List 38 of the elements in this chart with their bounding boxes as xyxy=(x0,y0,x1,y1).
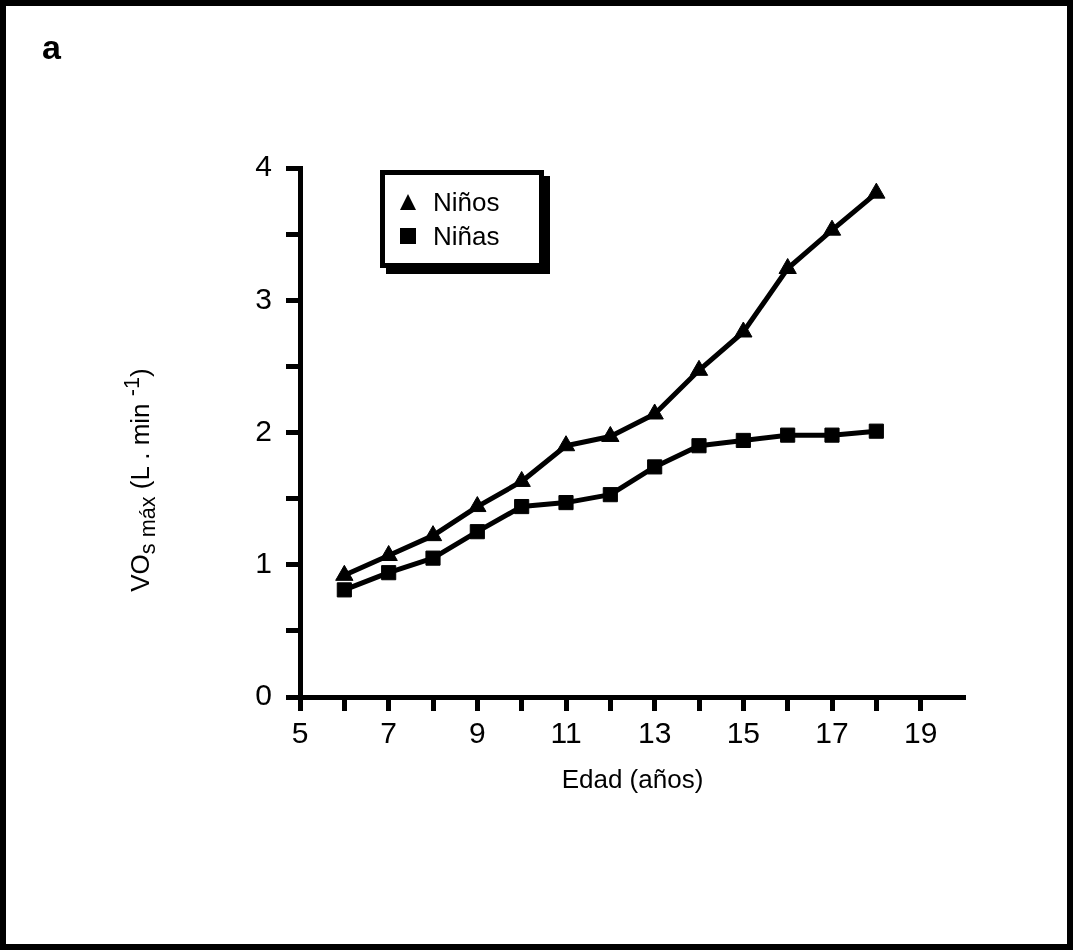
point xyxy=(469,524,485,540)
point xyxy=(778,258,797,275)
legend-label: Niñas xyxy=(433,220,500,252)
point xyxy=(647,459,663,475)
point xyxy=(735,432,751,449)
point xyxy=(602,487,618,503)
y-tick-label: 4 xyxy=(255,149,272,183)
legend-label: Niños xyxy=(433,186,500,218)
x-tick-label: 15 xyxy=(726,716,761,750)
point xyxy=(423,525,443,542)
point xyxy=(425,550,441,566)
point xyxy=(824,427,840,443)
point xyxy=(867,182,886,199)
point xyxy=(691,438,707,454)
point xyxy=(780,427,796,443)
y-tick-label: 2 xyxy=(255,413,272,447)
x-tick-label: 9 xyxy=(468,716,486,750)
x-tick-label: 13 xyxy=(637,716,672,750)
y-tick-label: 3 xyxy=(255,281,272,315)
point xyxy=(514,498,530,515)
point xyxy=(734,321,753,338)
x-tick-label: 11 xyxy=(550,716,582,750)
x-axis-title: Edad (años) xyxy=(561,763,704,794)
point xyxy=(868,423,884,439)
point xyxy=(336,582,352,598)
y-tick-label: 1 xyxy=(255,546,272,580)
point xyxy=(558,495,574,511)
x-tick-label: 5 xyxy=(291,716,309,750)
x-tick-label: 7 xyxy=(380,716,398,750)
point xyxy=(556,435,576,452)
x-tick-label: 17 xyxy=(815,716,849,750)
x-tick-label: 19 xyxy=(903,716,938,750)
y-tick-label: 0 xyxy=(255,678,272,712)
point xyxy=(468,496,487,513)
point xyxy=(822,219,842,236)
text: a xyxy=(42,28,61,67)
point xyxy=(381,565,397,581)
point xyxy=(689,359,709,376)
